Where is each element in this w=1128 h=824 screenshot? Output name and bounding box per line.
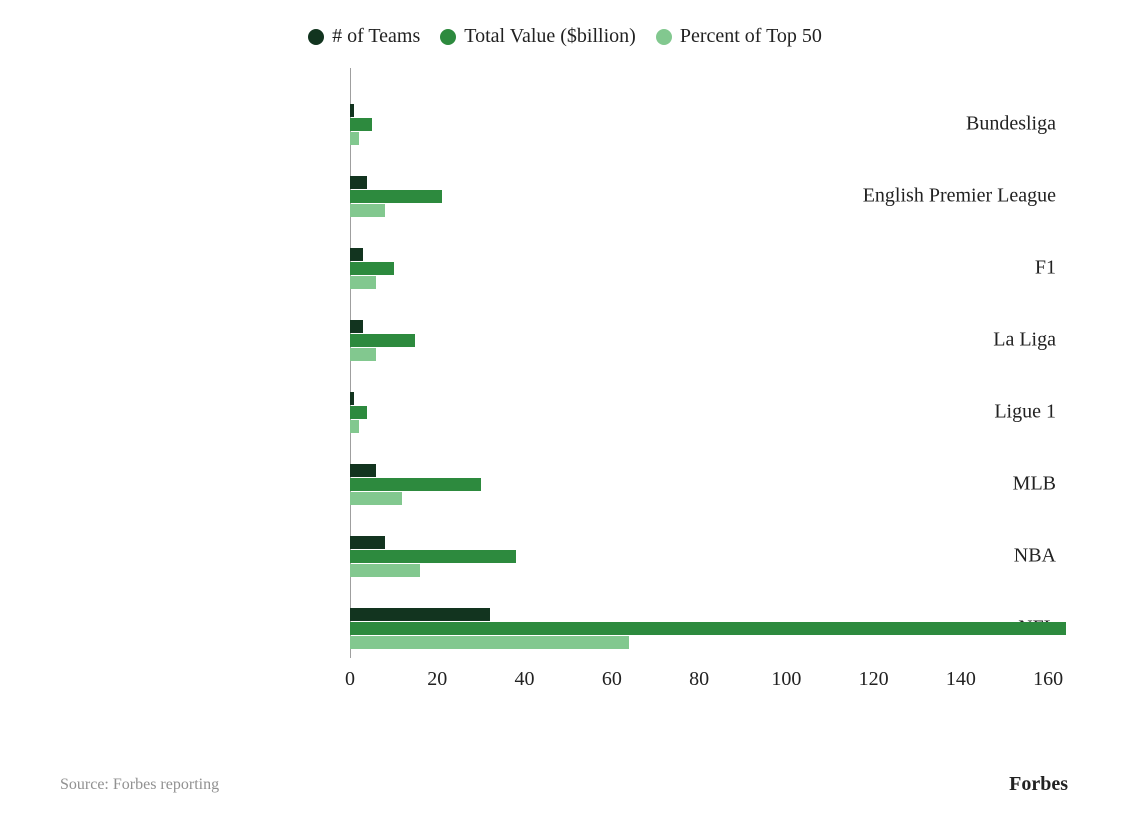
bar-value — [350, 262, 394, 275]
category-group: English Premier League — [60, 160, 1070, 232]
x-tick-label: 100 — [771, 668, 801, 691]
x-tick-label: 60 — [602, 668, 622, 691]
category-group: F1 — [60, 232, 1070, 304]
category-group: Ligue 1 — [60, 376, 1070, 448]
category-group: La Liga — [60, 304, 1070, 376]
legend-label-percent: Percent of Top 50 — [680, 25, 822, 48]
category-label: F1 — [780, 257, 1070, 280]
legend-item-teams: # of Teams — [308, 25, 420, 48]
legend-swatch-teams — [308, 29, 324, 45]
bar-value — [350, 334, 415, 347]
brand-logo: Forbes — [1009, 773, 1068, 796]
bar-teams — [350, 320, 363, 333]
bar-teams — [350, 608, 490, 621]
x-tick-label: 20 — [427, 668, 447, 691]
category-label: Ligue 1 — [780, 401, 1070, 424]
x-tick-label: 160 — [1033, 668, 1063, 691]
bar-teams — [350, 536, 385, 549]
legend-item-value: Total Value ($billion) — [440, 25, 636, 48]
footer: Source: Forbes reporting Forbes — [60, 773, 1068, 796]
chart-container: # of Teams Total Value ($billion) Percent … — [60, 20, 1070, 780]
category-group: NBA — [60, 520, 1070, 592]
x-tick-label: 80 — [689, 668, 709, 691]
bar-percent — [350, 204, 385, 217]
legend-swatch-value — [440, 29, 456, 45]
bar-value — [350, 118, 372, 131]
category-label: Bundesliga — [780, 113, 1070, 136]
bar-teams — [350, 248, 363, 261]
legend-item-percent: Percent of Top 50 — [656, 25, 822, 48]
bar-value — [350, 478, 481, 491]
bar-percent — [350, 492, 402, 505]
category-label: English Premier League — [780, 185, 1070, 208]
bar-teams — [350, 176, 367, 189]
category-group: MLB — [60, 448, 1070, 520]
bar-teams — [350, 464, 376, 477]
x-tick-label: 0 — [345, 668, 355, 691]
x-tick-label: 140 — [946, 668, 976, 691]
bar-percent — [350, 420, 359, 433]
category-label: NBA — [780, 545, 1070, 568]
legend-label-value: Total Value ($billion) — [464, 25, 636, 48]
category-group: NFL — [60, 592, 1070, 664]
bar-value — [350, 622, 1066, 635]
x-tick-label: 120 — [859, 668, 889, 691]
bar-teams — [350, 392, 354, 405]
bar-percent — [350, 132, 359, 145]
source-text: Source: Forbes reporting — [60, 776, 219, 794]
category-group: Bundesliga — [60, 88, 1070, 160]
bar-percent — [350, 276, 376, 289]
bar-percent — [350, 564, 420, 577]
legend-label-teams: # of Teams — [332, 25, 420, 48]
x-tick-label: 40 — [515, 668, 535, 691]
legend-swatch-percent — [656, 29, 672, 45]
category-label: La Liga — [780, 329, 1070, 352]
plot-area: 0 20 40 60 80 100 120 140 160 Bundesliga English P… — [60, 68, 1070, 708]
bar-value — [350, 190, 442, 203]
bar-value — [350, 550, 516, 563]
bar-percent — [350, 348, 376, 361]
bar-teams — [350, 104, 354, 117]
category-label: MLB — [780, 473, 1070, 496]
bar-value — [350, 406, 367, 419]
bar-percent — [350, 636, 629, 649]
legend: # of Teams Total Value ($billion) Percent … — [60, 20, 1070, 48]
